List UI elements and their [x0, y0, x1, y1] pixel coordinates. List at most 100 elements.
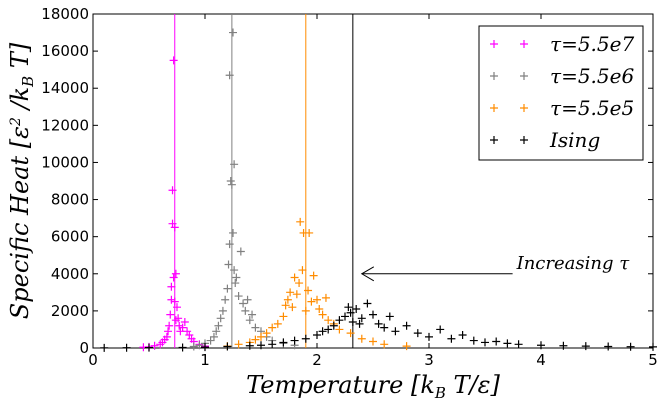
data-point — [402, 321, 411, 330]
data-point — [230, 160, 239, 169]
data-point — [251, 323, 260, 332]
data-point — [290, 273, 299, 282]
y-tick-label: 8000 — [51, 191, 89, 209]
data-point — [206, 336, 215, 345]
data-point — [234, 340, 243, 349]
x-axis-label: Temperature [kB T/ε] — [246, 371, 500, 402]
data-point — [355, 319, 364, 328]
data-point — [239, 299, 248, 308]
data-point — [225, 71, 234, 80]
data-point — [307, 297, 316, 306]
legend-marker — [520, 40, 528, 48]
data-point — [262, 329, 271, 338]
data-point — [223, 284, 232, 293]
data-point — [234, 292, 243, 301]
y-tick-label: 16000 — [41, 42, 89, 60]
data-point — [318, 327, 327, 336]
data-point — [469, 336, 478, 345]
data-point — [165, 321, 174, 330]
legend-marker — [520, 104, 528, 112]
data-point — [341, 312, 349, 321]
x-tick-label: 1 — [200, 351, 210, 369]
data-point — [281, 301, 290, 310]
data-point — [218, 306, 227, 315]
data-point — [301, 306, 310, 315]
legend-marker — [520, 136, 528, 144]
y-tick-label: 6000 — [51, 228, 89, 246]
x-tick-label: 0 — [88, 351, 98, 369]
data-point — [329, 321, 338, 330]
data-point — [290, 336, 299, 345]
data-point — [380, 340, 389, 349]
data-point — [363, 299, 372, 308]
legend-marker — [490, 104, 498, 112]
data-point — [167, 295, 176, 304]
data-point — [402, 342, 411, 351]
y-axis-label: Specific Heat [ε2 /kB T] — [6, 42, 37, 319]
y-tick-label: 2000 — [51, 302, 89, 320]
data-point — [288, 303, 297, 312]
annotation-arrow-head — [360, 266, 375, 282]
data-point — [268, 323, 277, 332]
data-point — [212, 327, 221, 336]
data-point — [626, 342, 635, 351]
data-point — [559, 341, 568, 350]
y-tick-label: 0 — [79, 339, 89, 357]
data-point — [209, 332, 218, 341]
data-point — [324, 325, 333, 334]
data-point — [232, 273, 241, 282]
data-point — [180, 318, 189, 327]
data-point — [436, 325, 445, 334]
legend-label: τ=5.5e5 — [550, 96, 634, 120]
legend-marker — [490, 40, 498, 48]
data-point — [241, 306, 250, 315]
data-point — [231, 279, 240, 288]
y-tick-label: 10000 — [41, 153, 89, 171]
data-point — [321, 293, 330, 302]
data-point — [169, 56, 178, 65]
data-point — [243, 295, 252, 304]
data-point — [374, 319, 383, 328]
data-point — [226, 177, 235, 185]
x-tick-label: 3 — [424, 351, 434, 369]
data-point — [324, 316, 333, 325]
legend-marker — [490, 72, 498, 80]
data-point — [581, 342, 590, 351]
x-tick-label: 2 — [312, 351, 322, 369]
data-point — [514, 340, 523, 349]
data-point — [346, 308, 355, 317]
annotation: Increasing τ — [360, 253, 631, 282]
data-point — [229, 28, 237, 37]
y-tick-label: 14000 — [41, 79, 89, 97]
data-point — [357, 314, 366, 323]
data-point — [257, 332, 265, 341]
data-point — [385, 312, 394, 321]
data-point — [309, 271, 318, 280]
annotation-text: Increasing τ — [516, 253, 631, 274]
data-point — [245, 341, 254, 350]
data-point — [174, 314, 183, 323]
data-point — [481, 338, 489, 347]
data-point — [380, 323, 389, 332]
data-point — [225, 240, 234, 249]
data-point — [195, 341, 204, 350]
data-point — [227, 180, 236, 189]
data-point — [335, 325, 344, 334]
data-point — [447, 334, 456, 343]
data-point — [286, 288, 295, 297]
data-point — [178, 343, 187, 352]
data-point — [168, 186, 177, 195]
y-tick-label: 4000 — [51, 265, 89, 283]
data-point — [315, 305, 324, 314]
data-point — [425, 332, 433, 341]
data-point — [296, 217, 305, 226]
data-point — [257, 341, 265, 350]
data-point — [170, 297, 179, 306]
series-τ=5.5e7 — [139, 56, 209, 352]
data-point — [301, 334, 310, 343]
data-point — [318, 310, 327, 319]
data-point — [189, 342, 198, 351]
data-point — [295, 279, 304, 288]
data-point — [391, 327, 400, 336]
